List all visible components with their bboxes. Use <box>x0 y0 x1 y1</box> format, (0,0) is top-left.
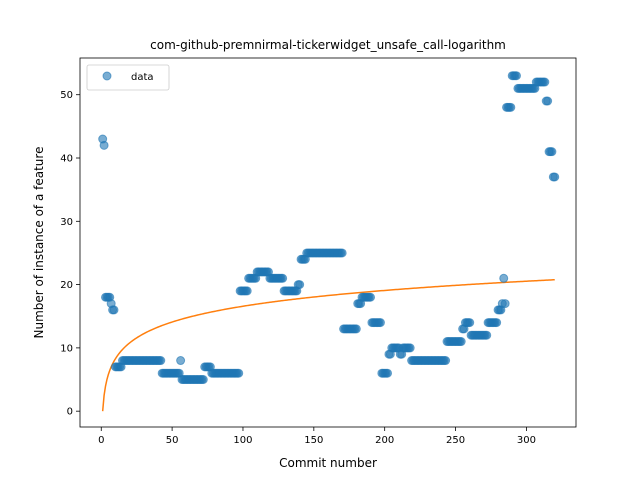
fit-line <box>101 278 555 412</box>
data-point <box>540 77 550 87</box>
data-point <box>337 248 347 258</box>
legend-box <box>86 64 170 91</box>
y-tick-label: 40 <box>60 154 73 165</box>
legend-label: data <box>131 72 154 83</box>
y-tick-label: 50 <box>60 90 73 101</box>
data-point <box>547 147 557 157</box>
data-point <box>234 368 244 378</box>
plot-frame <box>79 57 577 428</box>
data-point <box>465 318 475 328</box>
y-tick-label: 30 <box>60 217 73 228</box>
y-tick-label: 10 <box>60 343 73 354</box>
data-point <box>278 273 288 283</box>
data-point <box>198 375 208 385</box>
data-points-layer <box>98 71 560 385</box>
y-tick-label: 0 <box>67 407 73 418</box>
data-point <box>492 318 502 328</box>
legend: data <box>86 64 170 91</box>
data-point <box>405 343 415 353</box>
y-ticks: 0 10 20 30 40 50 <box>60 90 80 418</box>
legend-marker <box>102 71 112 81</box>
data-point <box>543 96 553 106</box>
x-tick-label: 300 <box>517 435 536 446</box>
data-point <box>366 292 376 302</box>
data-point <box>295 280 305 290</box>
data-point <box>176 356 186 366</box>
y-axis-label: Number of instance of a feature <box>32 147 46 339</box>
y-tick-label: 20 <box>60 280 73 291</box>
x-tick-label: 100 <box>233 435 252 446</box>
data-point <box>383 368 393 378</box>
chart-title: com-github-premnirmal-tickerwidget_unsaf… <box>150 38 506 52</box>
x-ticks: 0 50 100 150 200 250 300 <box>98 427 536 446</box>
x-tick-label: 50 <box>166 435 179 446</box>
data-point <box>242 286 252 296</box>
data-point <box>499 273 509 283</box>
data-point <box>99 140 109 150</box>
x-tick-label: 0 <box>98 435 104 446</box>
x-tick-label: 150 <box>304 435 323 446</box>
data-point <box>550 172 560 182</box>
data-point <box>456 337 466 347</box>
data-point <box>511 71 521 81</box>
data-point <box>351 324 361 334</box>
data-point <box>441 356 451 366</box>
x-axis-label: Commit number <box>279 456 377 470</box>
data-point <box>156 356 166 366</box>
data-point <box>109 305 119 315</box>
data-point <box>500 299 510 309</box>
data-point <box>375 318 385 328</box>
plot-area <box>80 58 576 427</box>
fit-line-layer <box>101 278 555 412</box>
data-point <box>482 330 492 340</box>
data-point <box>506 102 516 112</box>
x-tick-label: 250 <box>446 435 465 446</box>
x-tick-label: 200 <box>375 435 394 446</box>
